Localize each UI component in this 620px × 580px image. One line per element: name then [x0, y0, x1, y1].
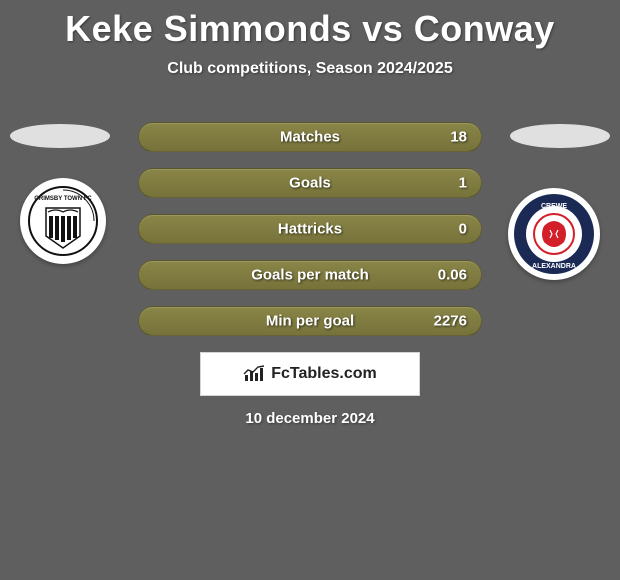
chart-icon — [243, 365, 265, 383]
stat-row-matches: Matches 18 — [138, 122, 482, 152]
stat-row-min-per-goal: Min per goal 2276 — [138, 306, 482, 336]
page-title: Keke Simmonds vs Conway — [0, 0, 620, 50]
svg-text:CREWE: CREWE — [541, 203, 567, 210]
date-text: 10 december 2024 — [0, 410, 620, 427]
grimsby-crest-icon: GRIMSBY TOWN FC — [28, 186, 98, 256]
brand-box[interactable]: FcTables.com — [200, 352, 420, 396]
flag-right — [510, 124, 610, 148]
stats-container: Matches 18 Goals 1 Hattricks 0 Goals per… — [138, 122, 482, 352]
stat-value-right: 18 — [450, 129, 467, 146]
crest-right: CREWE ALEXANDRA — [508, 188, 600, 280]
crewe-crest-icon: CREWE ALEXANDRA — [512, 192, 596, 276]
stat-value-right: 2276 — [434, 313, 467, 330]
stat-value-right: 1 — [459, 175, 467, 192]
stat-label: Goals per match — [251, 267, 369, 284]
crest-left: GRIMSBY TOWN FC — [20, 178, 106, 264]
flag-left — [10, 124, 110, 148]
stat-label: Min per goal — [266, 313, 354, 330]
svg-text:GRIMSBY TOWN FC: GRIMSBY TOWN FC — [34, 196, 92, 202]
page-subtitle: Club competitions, Season 2024/2025 — [0, 60, 620, 78]
svg-text:ALEXANDRA: ALEXANDRA — [532, 263, 576, 270]
stat-row-goals-per-match: Goals per match 0.06 — [138, 260, 482, 290]
stat-row-hattricks: Hattricks 0 — [138, 214, 482, 244]
stat-value-right: 0 — [459, 221, 467, 238]
stat-label: Goals — [289, 175, 331, 192]
stat-label: Hattricks — [278, 221, 342, 238]
stat-label: Matches — [280, 129, 340, 146]
stat-row-goals: Goals 1 — [138, 168, 482, 198]
brand-text: FcTables.com — [271, 365, 377, 383]
stat-value-right: 0.06 — [438, 267, 467, 284]
